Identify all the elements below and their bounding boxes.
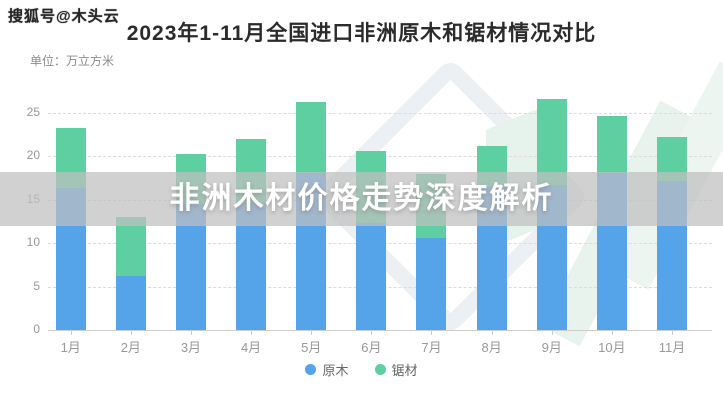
legend-label: 原木 [322, 363, 349, 378]
x-axis-label-4月: 4月 [240, 340, 262, 355]
x-axis-tick [190, 331, 192, 335]
bar-5月-锯材 [296, 102, 327, 173]
x-axis-label-2月: 2月 [120, 340, 141, 355]
legend-dot-icon [374, 364, 386, 375]
x-axis-label-9月: 9月 [541, 340, 562, 355]
x-axis-tick [371, 331, 373, 335]
bar-2月-锯材 [115, 217, 146, 277]
x-axis-tick [672, 331, 673, 335]
bar-10月-锯材 [596, 116, 627, 173]
x-axis-label-11月: 11月 [658, 340, 686, 355]
x-axis-tick [611, 331, 613, 335]
x-axis-tick [70, 331, 72, 335]
y-axis-tick-label: 5 [33, 278, 40, 293]
x-axis-tick [311, 331, 313, 335]
unit-label: 单位：万立方米 [30, 54, 115, 68]
x-axis-label-6月: 6月 [361, 340, 382, 355]
y-axis-tick-label: 25 [26, 104, 40, 119]
bar-7月-原木 [416, 237, 447, 330]
y-axis-tick-label: 0 [33, 322, 40, 336]
x-axis-tick [130, 331, 132, 335]
x-axis-label-10月: 10月 [598, 340, 626, 355]
x-axis-tick [491, 331, 493, 335]
legend-label: 锯材 [391, 363, 418, 378]
x-axis-label-1月: 1月 [60, 340, 81, 355]
x-axis-tick [551, 331, 553, 335]
x-axis-label-7月: 7月 [421, 340, 442, 355]
x-axis-tick [431, 331, 433, 335]
y-axis-tick-label: 10 [26, 235, 40, 250]
headline-banner: 非洲木材价格走势深度解析 [0, 172, 723, 226]
x-axis-label-3月: 3月 [180, 340, 202, 355]
legend-dot-icon [305, 364, 317, 375]
account-watermark: 搜狐号@木头云 [8, 8, 120, 25]
bar-6月-原木 [356, 223, 387, 330]
x-axis-line [48, 330, 712, 331]
legend-item-锯材: 锯材 [374, 360, 418, 379]
x-axis-label-8月: 8月 [481, 340, 502, 355]
legend-item-原木: 原木 [305, 360, 349, 379]
bar-9月-锯材 [536, 98, 567, 185]
x-axis-label-5月: 5月 [301, 340, 322, 355]
x-axis-tick [251, 331, 253, 335]
bar-2月-原木 [115, 276, 146, 330]
page-title: 2023年1-11月全国进口非洲原木和锯材情况对比 [126, 22, 597, 45]
gridline-y-25 [48, 112, 712, 114]
y-axis-tick-label: 20 [26, 148, 40, 163]
chart-legend: 原木 锯材 [0, 360, 723, 379]
headline-banner-text: 非洲木材价格走势深度解析 [169, 182, 554, 215]
